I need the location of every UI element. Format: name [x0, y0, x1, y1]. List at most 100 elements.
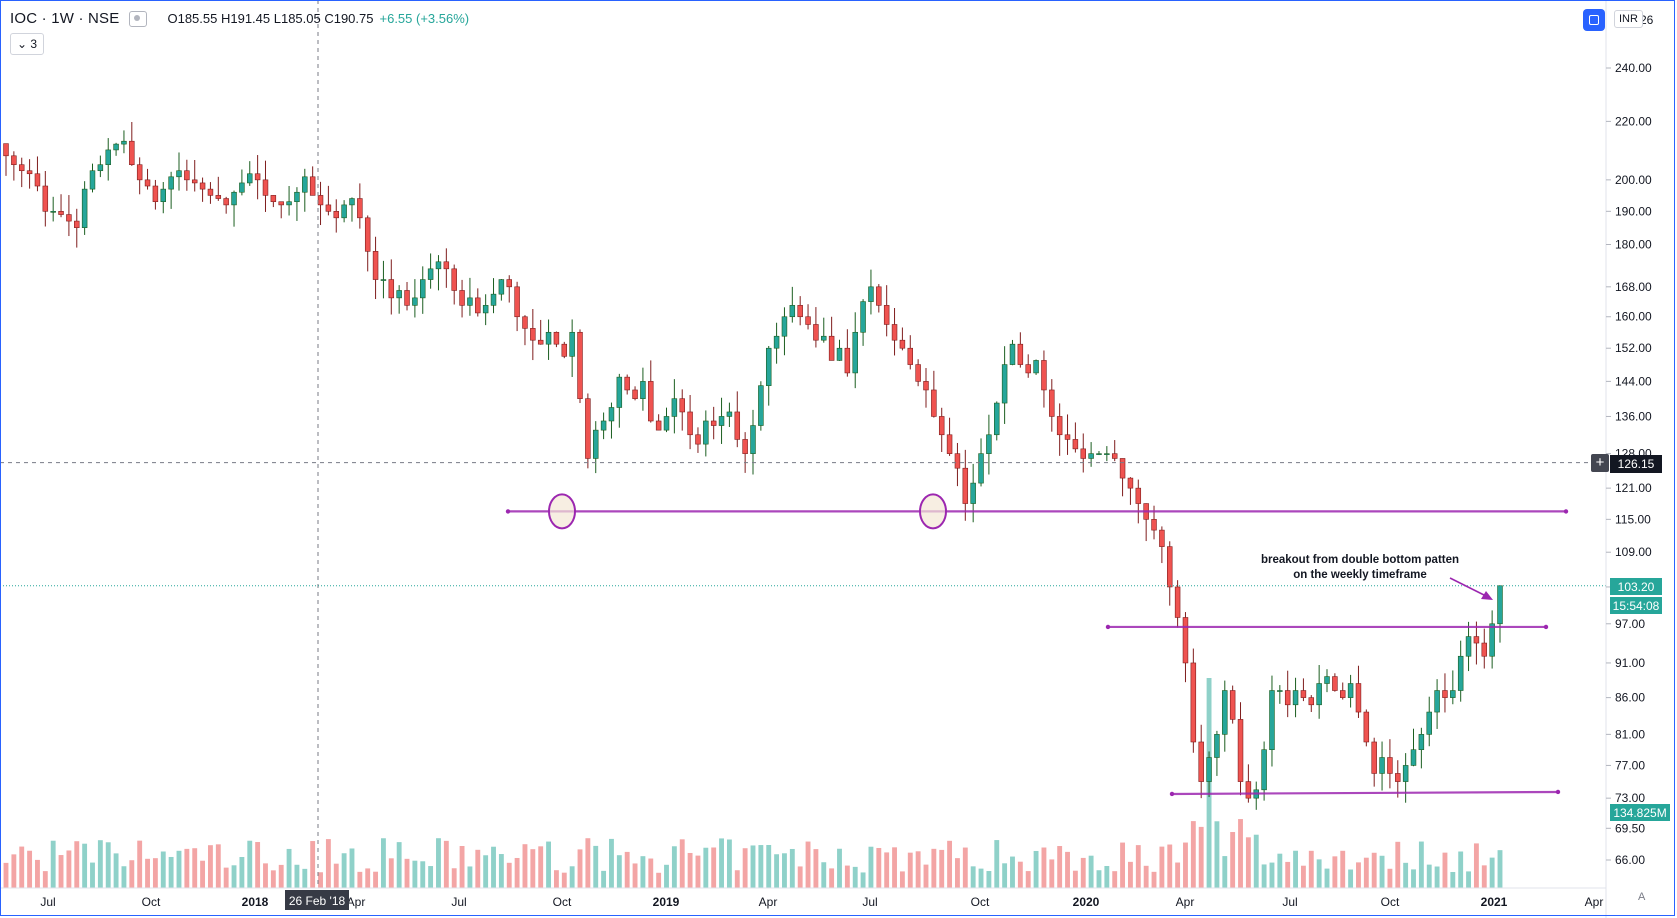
volume-bar [1080, 857, 1086, 888]
volume-bar [530, 849, 536, 888]
candlestick-series [3, 122, 1503, 810]
candle [1426, 696, 1432, 747]
volume-bar [1308, 850, 1314, 888]
x-tick-label: Apr [1585, 895, 1604, 909]
y-tick-label: 121.00 [1615, 481, 1652, 495]
volume-bar [1159, 846, 1165, 888]
candle [309, 166, 316, 196]
volume-bar [388, 858, 394, 888]
candle [726, 402, 733, 427]
candle [1269, 675, 1275, 767]
volume-bar [373, 871, 379, 888]
y-tick-label: 144.00 [1615, 374, 1652, 388]
candle [1080, 433, 1086, 473]
volume-bar [1387, 868, 1393, 888]
volume-bar [1371, 852, 1377, 888]
candle [1009, 339, 1016, 366]
volume-bar [876, 847, 882, 888]
candle [1222, 680, 1228, 752]
eye-icon[interactable] [129, 10, 148, 27]
volume-bar [349, 848, 355, 888]
candle [1497, 585, 1503, 643]
candle [742, 432, 748, 473]
volume-bar [3, 862, 9, 888]
volume-bar [1340, 850, 1346, 888]
candle [632, 386, 638, 401]
chart-legend: IOC · 1W · NSE O185.55 H191.45 L185.05 C… [10, 10, 469, 27]
candle [860, 299, 866, 346]
candle [1277, 685, 1283, 704]
time-axis[interactable]: Jul Oct 2018 Apr Jul Oct 2019 Apr Jul Oct 2020 Apr J… [0, 887, 1606, 909]
add-alert-plus-icon[interactable]: + [1591, 454, 1609, 472]
volume-bar [632, 863, 638, 888]
indicators-collapse-button[interactable]: ⌄ 3 [10, 33, 45, 55]
candle [191, 160, 198, 192]
volume-bar [483, 855, 489, 888]
bottom-marker[interactable] [548, 493, 576, 530]
candle [1096, 451, 1102, 456]
y-tick-label: 168.00 [1615, 280, 1652, 294]
currency-badge[interactable]: INR [1614, 10, 1643, 28]
volume-bar [1049, 859, 1055, 888]
volume-bar [609, 838, 614, 888]
volume-bar [404, 858, 410, 888]
candle [577, 329, 583, 404]
auto-fit-icon[interactable] [1583, 9, 1605, 31]
volume-bar [420, 861, 426, 888]
volume-bar [325, 839, 331, 888]
candle [1056, 403, 1063, 456]
volume-bar [97, 840, 103, 888]
volume-bar [1379, 855, 1385, 888]
y-tick-label: 91.00 [1615, 656, 1645, 670]
volume-bar [593, 845, 599, 888]
candle [695, 427, 701, 453]
volume-bar [923, 864, 929, 888]
volume-bar [105, 842, 111, 888]
candle [231, 190, 237, 227]
volume-bar [538, 846, 544, 888]
y-tick-label: 86.00 [1615, 691, 1645, 705]
volume-bar [1395, 841, 1401, 888]
volume-bar [703, 847, 709, 888]
volume-bar [719, 838, 724, 888]
volume-bar [1230, 832, 1236, 888]
volume-bar [1269, 862, 1275, 888]
candle [396, 285, 402, 314]
volume-bar [1088, 855, 1094, 888]
candle [1308, 695, 1315, 712]
candle [1316, 665, 1322, 719]
candle [569, 319, 575, 377]
candle [561, 341, 568, 359]
volume-bar [687, 852, 693, 888]
volume-bar [436, 838, 441, 888]
volume-bar [200, 860, 206, 888]
volume-bar [601, 870, 607, 888]
volume-bar [868, 846, 874, 888]
volume-bar [66, 850, 72, 888]
candle [592, 421, 599, 474]
candle [710, 406, 717, 440]
volume-bar [1175, 862, 1181, 888]
candle [1434, 679, 1440, 729]
volume-bar [1238, 819, 1243, 888]
candle [333, 199, 339, 233]
candle [270, 195, 277, 208]
candle [349, 197, 355, 222]
volume-bar [459, 846, 465, 888]
auto-scale-button[interactable]: A [1638, 891, 1646, 903]
volume-bar [357, 871, 363, 888]
candle [482, 294, 489, 326]
annotation[interactable]: breakout from double bottom patten on th… [1261, 554, 1493, 600]
candle [1395, 760, 1401, 798]
volume-bar [569, 866, 575, 888]
volume-bar [1198, 826, 1204, 888]
volume-bar [318, 872, 323, 888]
bottom-marker[interactable] [919, 493, 947, 530]
y-tick-label-partial: 26 [1640, 13, 1654, 27]
candle [506, 275, 512, 303]
level-line[interactable] [1171, 790, 1559, 796]
candle [1465, 621, 1472, 672]
volume-bar [962, 847, 968, 888]
symbol-title[interactable]: IOC · 1W · NSE [10, 10, 120, 27]
